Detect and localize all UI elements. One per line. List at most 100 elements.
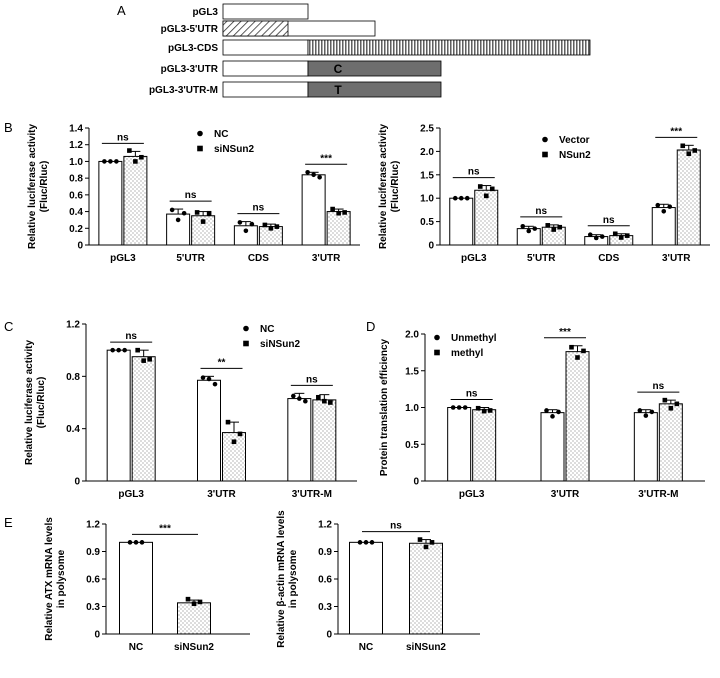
bar-group [301, 169, 326, 246]
bar-group [222, 419, 246, 482]
data-point [305, 169, 310, 175]
y-tick-label: 0 [413, 477, 419, 488]
data-point [316, 394, 321, 400]
data-point [550, 414, 555, 419]
data-point [135, 347, 140, 353]
bar-group [123, 148, 148, 246]
bar-group [106, 347, 131, 482]
y-tick-label: 0 [94, 630, 100, 641]
bar [658, 403, 683, 482]
bar [287, 398, 312, 482]
data-point [311, 172, 316, 178]
y-tick-label: 0.3 [318, 602, 332, 613]
x-tick-label: 3'UTR [312, 253, 341, 264]
data-point [655, 202, 661, 208]
significance-label: ** [218, 357, 226, 368]
data-point [169, 207, 175, 213]
data-point [575, 355, 580, 360]
legend-entry: siNSun2 [260, 339, 300, 350]
data-point [237, 220, 243, 225]
y-tick-label: 2.0 [420, 147, 434, 158]
bar-group [131, 347, 156, 482]
data-point [139, 154, 144, 160]
x-tick-label: CDS [248, 253, 269, 264]
bar [409, 542, 443, 635]
panel-letter-c: C [4, 319, 13, 334]
data-point [191, 601, 197, 607]
bar [565, 351, 590, 482]
data-point [489, 186, 495, 192]
y-tick-label: 0.4 [66, 424, 80, 435]
y-axis-label: Relative luciferase activity [378, 124, 389, 250]
data-point [194, 210, 200, 215]
data-point [593, 235, 599, 241]
construct-label: pGL3-3'UTR [161, 64, 219, 75]
data-point [417, 537, 423, 542]
bar-group [609, 231, 634, 246]
bar-group [516, 223, 541, 246]
data-point [231, 439, 237, 445]
significance-bracket: ns [110, 331, 153, 343]
data-point [268, 225, 274, 231]
construct-row: pGL3-3'UTR C [161, 60, 442, 77]
data-point [317, 175, 322, 180]
y-tick-label: 1.4 [69, 124, 83, 135]
bar-group [565, 344, 590, 482]
site-nucleotide: C [334, 62, 343, 76]
data-point [475, 405, 481, 411]
construct-label: pGL3-CDS [168, 43, 218, 54]
x-tick-label: CDS [598, 253, 619, 264]
y-tick-label: 2.5 [420, 124, 434, 135]
bar-group [197, 375, 221, 482]
y-tick-label: 0 [74, 477, 80, 488]
data-point [450, 405, 456, 410]
significance-label: ns [468, 167, 480, 178]
y-tick-label: 1.2 [66, 320, 80, 331]
y-tick-label: 1.0 [69, 157, 83, 168]
data-point [556, 409, 561, 415]
chart-d: 0 0.5 1.0 1.5 2.0 Protein translation efficie… [379, 327, 705, 500]
x-tick-label: NC [359, 642, 373, 653]
data-point [197, 145, 203, 152]
significance-label: *** [670, 126, 682, 137]
legend-entry: NSun2 [559, 150, 591, 161]
bar-group [676, 143, 701, 246]
legend-entry: siNSun2 [214, 144, 254, 155]
data-point [116, 347, 121, 353]
data-point [249, 221, 255, 227]
y-axis-label: in polysome [288, 549, 299, 608]
significance-bracket: ns [169, 190, 212, 202]
data-point [481, 408, 487, 414]
data-point [200, 219, 206, 224]
data-point [330, 206, 335, 212]
bar [472, 409, 497, 482]
data-point [225, 419, 231, 425]
data-point [532, 226, 538, 231]
x-tick-label: pGL3 [459, 489, 485, 500]
legend-entry: methyl [451, 348, 483, 359]
bar [474, 189, 499, 246]
data-point [680, 143, 686, 149]
data-point [139, 540, 145, 545]
insert-segment [307, 60, 442, 77]
chart-e-right: 0 0.3 0.6 0.9 1.2 Relative β-actin mRNA level… [276, 510, 480, 653]
data-point [477, 184, 483, 189]
y-tick-label: 0.2 [69, 224, 83, 235]
y-axis-label: (Fluc/Rluc) [36, 377, 47, 429]
data-point [668, 405, 674, 411]
panel-letter-d: D [366, 319, 375, 334]
bar [301, 174, 326, 246]
data-point [185, 596, 191, 602]
bar-group [177, 596, 211, 635]
data-point [369, 540, 375, 545]
data-point [200, 375, 206, 380]
data-point [212, 381, 218, 387]
construct-label: pGL3-3'UTR-M [149, 85, 218, 96]
luciferase-segment [222, 39, 309, 56]
y-tick-label: 1.0 [405, 403, 419, 414]
significance-bracket: ns [362, 521, 430, 533]
y-tick-label: 0.6 [69, 190, 83, 201]
data-point [544, 408, 549, 413]
bar [177, 602, 211, 635]
bar-group [474, 184, 499, 246]
